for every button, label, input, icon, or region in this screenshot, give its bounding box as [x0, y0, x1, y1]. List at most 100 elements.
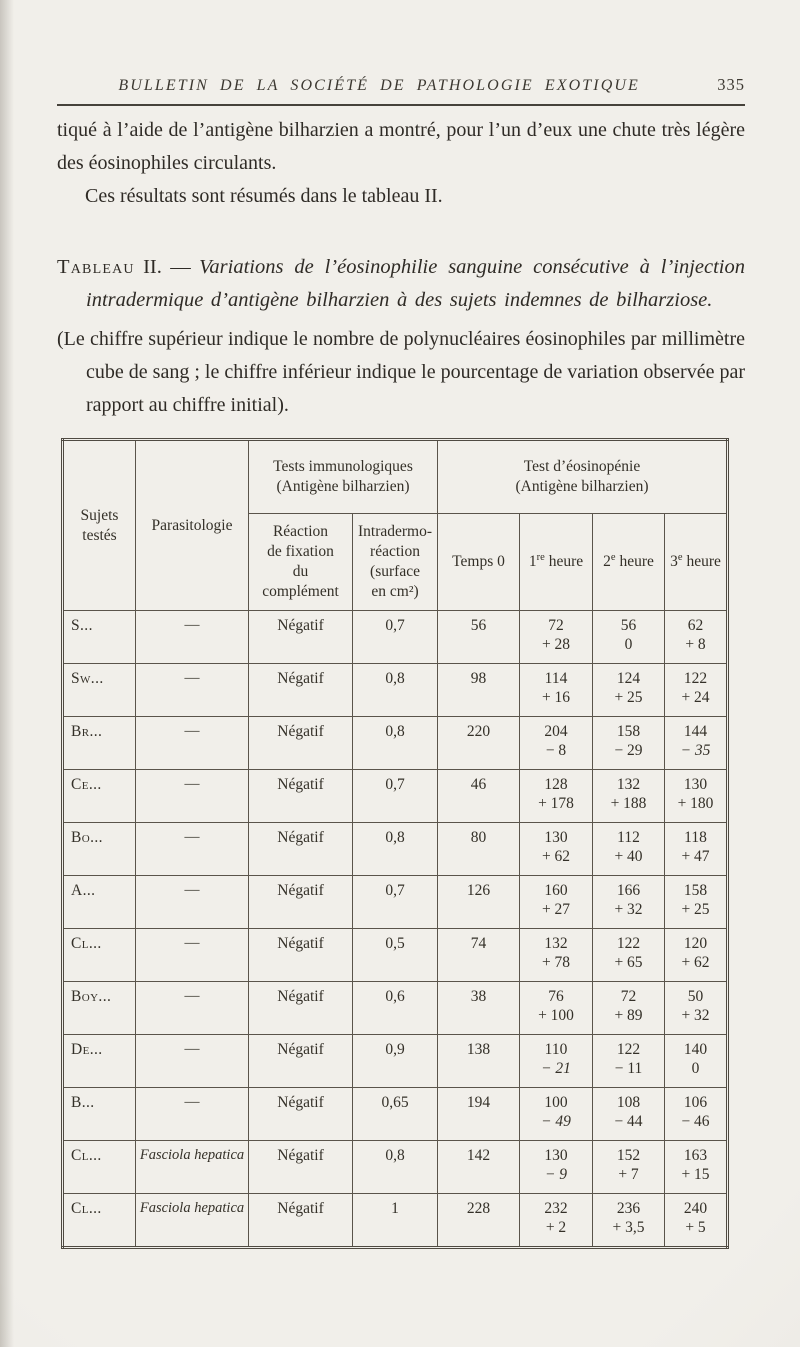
cell-hour-1: 132 + 78 — [519, 928, 593, 982]
cell-parasitology: — — [135, 981, 249, 1035]
eosinophil-count: 122 — [616, 935, 641, 952]
variation-percent: + 27 — [541, 901, 571, 918]
eosinophil-count: 130 — [544, 829, 568, 846]
cell-hour-2: 56 0 — [592, 610, 665, 664]
cell-time-zero: 74 — [437, 928, 520, 982]
cell-hour-1: 160 + 27 — [519, 875, 593, 929]
results-paragraph: Ces résultats sont résumés dans le table… — [85, 185, 443, 207]
table-row: S... — Négatif 0,7 56 72 + 28 56 0 62 + 8 — [62, 610, 728, 664]
cell-intradermal-surface: 0,65 — [352, 1087, 438, 1141]
cell-hour-2: 236 + 3,5 — [592, 1193, 665, 1248]
cell-hour-1: 114 + 16 — [519, 663, 593, 717]
ordinal-superscript: e — [610, 551, 616, 563]
variation-percent: + 28 — [541, 636, 571, 653]
cell-time-zero: 194 — [437, 1087, 520, 1141]
cell-subject: Cl... — [62, 1140, 136, 1194]
cell-subject: Ce... — [62, 769, 136, 823]
cell-intradermal-surface: 1 — [352, 1193, 438, 1248]
eosinophil-count: 122 — [683, 670, 708, 687]
cell-parasitology: — — [135, 716, 249, 770]
cell-subject: Br... — [62, 716, 136, 770]
cell-parasitology: — — [135, 769, 249, 823]
cell-parasitology: — — [135, 1087, 249, 1141]
col-header-intradermal-reaction: Intradermo- réaction (surface en cm²) — [352, 513, 438, 611]
eosinophil-count: 140 — [683, 1041, 708, 1058]
cell-time-zero: 56 — [437, 610, 520, 664]
variation-percent: + 89 — [614, 1007, 643, 1024]
cell-time-zero: 98 — [437, 663, 520, 717]
table-row: Cl... — Négatif 0,5 74 132 + 78 122 + 65 120 + 62 — [62, 928, 728, 982]
table-row: Br... — Négatif 0,8 220 204− 8 158− 29 144− 35 — [62, 716, 728, 770]
cell-parasitology: Fasciola hepatica — [135, 1193, 249, 1248]
table-row: Bo... — Négatif 0,8 80 130 + 62 112 + 40 118 + 47 — [62, 822, 728, 876]
variation-percent: + 188 — [610, 795, 647, 812]
variation-percent: + 15 — [681, 1166, 710, 1183]
eosinophil-count: 204 — [544, 723, 568, 740]
eosinophil-count: 106 — [683, 1094, 708, 1111]
cell-hour-2: 112 + 40 — [592, 822, 665, 876]
eosinophil-count: 158 — [616, 723, 641, 740]
table-row: Ce... — Négatif 0,7 46 128 + 178 132 + 188 130 + 1… — [62, 769, 728, 823]
eosinophil-count: 76 — [548, 988, 564, 1005]
group-header-immunologic-tests: Tests immunologiques (Antigène bilharzie… — [248, 439, 438, 514]
cell-hour-3: 62 + 8 — [664, 610, 728, 664]
cell-hour-3: 122 + 24 — [664, 663, 728, 717]
variation-percent: + 62 — [681, 954, 710, 971]
cell-hour-2: 108 − 44 — [592, 1087, 665, 1141]
variation-percent: + 25 — [614, 689, 643, 706]
cell-time-zero: 220 — [437, 716, 520, 770]
cell-intradermal-surface: 0,6 — [352, 981, 438, 1035]
cell-intradermal-surface: 0,8 — [352, 822, 438, 876]
variation-percent: − 8 — [545, 742, 567, 759]
cell-hour-3: 140 0 — [664, 1034, 728, 1088]
cell-time-zero: 80 — [437, 822, 520, 876]
cell-hour-2: 158 − 29 — [592, 716, 665, 770]
cell-hour-1: 128 + 178 — [519, 769, 593, 823]
table-row: B... — Négatif 0,65 194 100 − 49 108 − 44 106 − 46 — [62, 1087, 728, 1141]
header-rule — [57, 104, 745, 106]
cell-parasitology: — — [135, 610, 249, 664]
variation-percent: − 49 — [541, 1113, 571, 1130]
table-row: Boy... — Négatif 0,6 38 76 + 100 72 + 89 50 + 32 — [62, 981, 728, 1035]
col-header-complement-fixation: Réaction de fixation du complément — [248, 513, 353, 611]
variation-percent: + 78 — [541, 954, 571, 971]
ordinal-superscript: e — [677, 551, 683, 563]
cell-intradermal-surface: 0,8 — [352, 1140, 438, 1194]
eosinophil-count: 163 — [683, 1147, 708, 1164]
variation-percent: + 178 — [538, 795, 574, 812]
cell-time-zero: 138 — [437, 1034, 520, 1088]
eosinophil-count: 130 — [544, 1147, 568, 1164]
variation-percent: 0 — [691, 1060, 700, 1077]
intro-paragraph: tiqué à l’aide de l’antigène bilharzien … — [57, 119, 745, 174]
cell-hour-2: 152 + 7 — [592, 1140, 665, 1194]
eosinophil-count: 50 — [687, 988, 704, 1005]
cell-complement-reaction: Négatif — [248, 1140, 353, 1194]
cell-time-zero: 46 — [437, 769, 520, 823]
cell-subject: Sw... — [62, 663, 136, 717]
table-row: Cl... Fasciola hepatica Négatif 0,8 142 130− … — [62, 1140, 728, 1194]
group-header-row: Sujets testés Parasitologie Tests immuno… — [62, 439, 728, 611]
cell-complement-reaction: Négatif — [248, 928, 353, 982]
eosinophil-count: 124 — [616, 670, 641, 687]
eosinophil-count: 158 — [683, 882, 708, 899]
eosinophil-count: 108 — [616, 1094, 641, 1111]
variation-percent: + 47 — [681, 848, 710, 865]
eosinophil-count: 62 — [687, 617, 704, 634]
cell-complement-reaction: Négatif — [248, 1034, 353, 1088]
cell-subject: Bo... — [62, 822, 136, 876]
table-row: De... — Négatif 0,9 138 110− 21 122− 11 140 0 — [62, 1034, 728, 1088]
variation-percent: − 29 — [614, 742, 643, 759]
eosinophil-count: 144 — [683, 723, 708, 740]
eosinophil-count: 132 — [544, 935, 568, 952]
eosinophil-count: 166 — [616, 882, 641, 899]
cell-hour-1: 232 + 2 — [519, 1193, 593, 1248]
cell-subject: Boy... — [62, 981, 136, 1035]
eosinophil-count: 128 — [544, 776, 568, 793]
variation-percent: − 21 — [541, 1060, 571, 1077]
col-header-time-zero: Temps 0 — [437, 513, 520, 611]
cell-parasitology: — — [135, 1034, 249, 1088]
cell-hour-3: 118 + 47 — [664, 822, 728, 876]
cell-subject: De... — [62, 1034, 136, 1088]
